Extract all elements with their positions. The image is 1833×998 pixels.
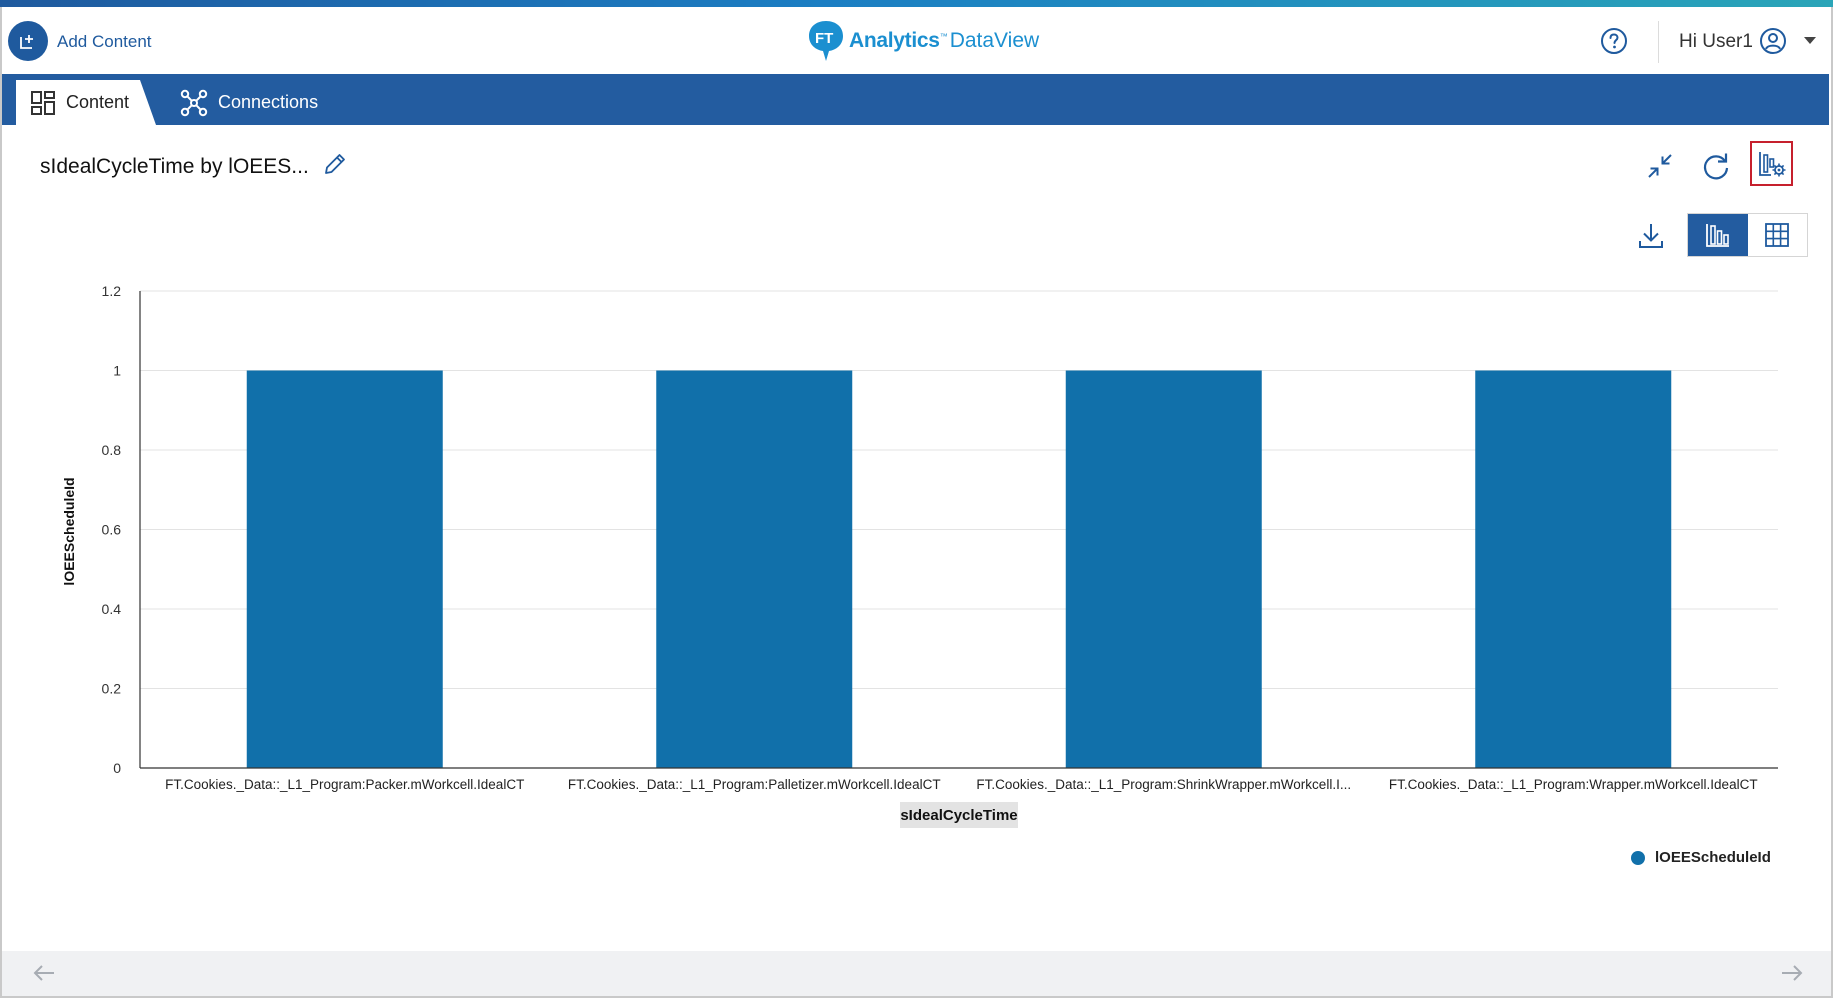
add-content-label[interactable]: Add Content — [57, 32, 152, 51]
tab-content[interactable]: Content — [16, 80, 156, 125]
chart-legend[interactable]: lOEEScheduleId — [1631, 849, 1771, 866]
y-tick-label: 0.8 — [102, 442, 122, 458]
x-category-label: FT.Cookies._Data::_L1_Program:ShrinkWrap… — [976, 777, 1351, 792]
collapse-icon[interactable] — [1645, 151, 1675, 181]
top-accent-bar — [0, 0, 1833, 7]
x-category-label: FT.Cookies._Data::_L1_Program:Palletizer… — [568, 777, 941, 792]
y-tick-label: 0 — [113, 760, 121, 776]
app-logo: FT Analytics ™ DataView — [807, 19, 1039, 63]
logo-analytics-text: Analytics — [849, 29, 940, 52]
connections-icon — [180, 89, 208, 116]
table-icon — [1765, 223, 1790, 247]
tab-connections[interactable]: Connections — [180, 80, 318, 125]
view-toggle — [1687, 213, 1808, 257]
chart-view-button[interactable] — [1688, 214, 1748, 256]
bar — [1065, 370, 1262, 768]
bar-chart-icon — [1705, 224, 1729, 247]
header-divider — [1658, 21, 1659, 63]
download-icon[interactable] — [1636, 221, 1666, 251]
arrow-left-icon[interactable] — [32, 963, 56, 983]
x-axis-title: sIdealCycleTime — [900, 802, 1018, 828]
logo-dataview-text: DataView — [949, 29, 1040, 52]
chart-title: sIdealCycleTime by lOEES... — [40, 155, 309, 178]
chart-settings-icon — [1758, 151, 1785, 176]
grid-icon — [31, 90, 55, 115]
bar-chart: 0 0.2 0.4 0.6 0.8 1 1.2FT.Cookies._Data::_L1_P… — [61, 283, 1778, 792]
arrow-right-icon[interactable] — [1780, 963, 1804, 983]
user-avatar-icon[interactable] — [1759, 27, 1787, 55]
y-axis-title: lOEEScheduleId — [61, 477, 77, 585]
tab-content-label: Content — [66, 92, 130, 112]
add-content-icon — [20, 35, 33, 49]
edit-icon[interactable] — [322, 151, 348, 177]
legend-label: lOEEScheduleId — [1655, 849, 1771, 866]
ft-logo-icon: FT — [809, 21, 843, 61]
y-tick-label: 0.2 — [102, 681, 122, 697]
legend-swatch — [1631, 850, 1645, 865]
y-tick-label: 1 — [113, 363, 121, 379]
bar — [1475, 370, 1672, 768]
logo-tm: ™ — [939, 31, 948, 41]
chart-settings-button[interactable] — [1750, 141, 1793, 186]
user-menu-caret-icon[interactable] — [1804, 37, 1816, 44]
add-content-button[interactable] — [8, 21, 48, 61]
y-tick-label: 1.2 — [102, 283, 122, 299]
tab-connections-label: Connections — [218, 92, 319, 112]
x-category-label: FT.Cookies._Data::_L1_Program:Wrapper.mW… — [1389, 777, 1758, 792]
table-view-button[interactable] — [1747, 214, 1807, 256]
user-greeting[interactable]: Hi User1 — [1679, 31, 1753, 52]
help-icon[interactable] — [1600, 27, 1628, 55]
y-tick-label: 0.4 — [102, 601, 122, 617]
bar — [246, 370, 443, 768]
refresh-icon[interactable] — [1700, 150, 1732, 182]
bar — [656, 370, 853, 768]
main-nav: Content Connections — [2, 74, 1829, 125]
y-tick-label: 0.6 — [102, 522, 122, 538]
svg-text:FT: FT — [815, 30, 833, 47]
app-header: Add Content FT Analytics ™ DataView Hi U… — [2, 7, 1831, 74]
x-category-label: FT.Cookies._Data::_L1_Program:Packer.mWo… — [165, 777, 524, 792]
footer-bar — [2, 951, 1831, 996]
